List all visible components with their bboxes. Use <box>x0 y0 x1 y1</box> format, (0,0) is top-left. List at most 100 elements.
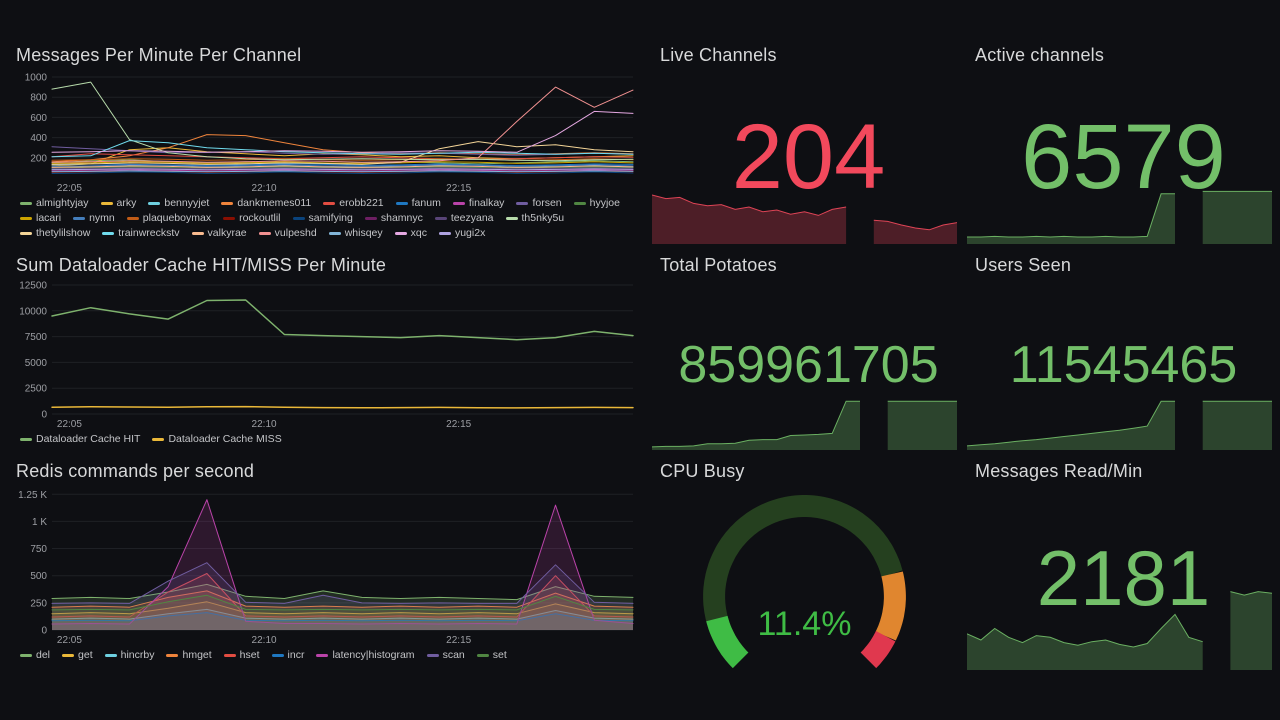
y-tick-label: 1000 <box>25 73 48 84</box>
legend-item-incr[interactable]: incr <box>271 649 304 661</box>
legend-item-hyyjoe[interactable]: hyyjoe <box>573 197 620 209</box>
legend-item-rockoutlil[interactable]: rockoutlil <box>223 212 281 224</box>
x-tick-label: 22:10 <box>252 419 277 430</box>
legend-item-teezyana[interactable]: teezyana <box>434 212 494 224</box>
gauge-threshold-arc <box>875 571 906 641</box>
sparkline-area <box>1202 191 1272 244</box>
cpu-busy-gauge-value: 11.4% <box>757 605 852 643</box>
legend-swatch <box>573 201 586 205</box>
sparkline-area <box>873 220 957 244</box>
panel-title-messages[interactable]: Messages Per Minute Per Channel <box>16 45 302 65</box>
legend-item-th5nky5u[interactable]: th5nky5u <box>505 212 564 224</box>
legend-item-fanum[interactable]: fanum <box>395 197 441 209</box>
y-tick-label: 12500 <box>19 281 47 292</box>
legend-swatch <box>166 653 179 657</box>
y-tick-label: 800 <box>30 93 47 104</box>
legend-item-erobb221[interactable]: erobb221 <box>323 197 384 209</box>
legend-swatch <box>271 653 284 657</box>
legend-item-set[interactable]: set <box>476 649 507 661</box>
legend-item-hincrby[interactable]: hincrby <box>104 649 154 661</box>
legend-label: set <box>492 649 507 661</box>
legend-item-nymn[interactable]: nymn <box>73 212 115 224</box>
legend-item-Dataloader Cache MISS[interactable]: Dataloader Cache MISS <box>152 433 282 445</box>
legend-item-samifying[interactable]: samifying <box>292 212 353 224</box>
legend-label: trainwreckstv <box>118 227 180 239</box>
legend-item-finalkay[interactable]: finalkay <box>452 197 505 209</box>
legend-item-shamnyc[interactable]: shamnyc <box>364 212 423 224</box>
panel-title-cache[interactable]: Sum Dataloader Cache HIT/MISS Per Minute <box>16 255 387 275</box>
legend-swatch <box>126 216 139 220</box>
legend-label: samifying <box>308 212 353 224</box>
legend-swatch <box>148 201 161 205</box>
redis-legend: del get hincrby hmget hset incr latency|histog… <box>16 649 638 661</box>
legend-label: vulpeshd <box>274 227 317 239</box>
legend-item-hset[interactable]: hset <box>223 649 260 661</box>
panel-title-messages-read[interactable]: Messages Read/Min <box>975 461 1143 481</box>
sparkline-line <box>873 219 957 231</box>
gauge-threshold-arc <box>703 495 903 669</box>
legend-label: nymn <box>89 212 115 224</box>
legend-swatch <box>223 216 236 220</box>
x-tick-label: 22:15 <box>446 183 471 194</box>
legend-item-almightyjay[interactable]: almightyjay <box>20 197 89 209</box>
panel-title-users-seen[interactable]: Users Seen <box>975 255 1072 275</box>
panel-title-redis[interactable]: Redis commands per second <box>16 461 255 481</box>
legend-item-xqc[interactable]: xqc <box>394 227 427 239</box>
legend-item-latency|histogram[interactable]: latency|histogram <box>316 649 415 661</box>
sparkline-area <box>652 195 847 244</box>
legend-item-forsen[interactable]: forsen <box>516 197 562 209</box>
panel-live-channels: Live Channels 204 <box>652 44 957 244</box>
redis-time-series-chart[interactable]: 0 250 500 750 1 K 1.25 K 22:05 22:10 22:15 <box>16 486 638 646</box>
legend-item-trainwreckstv[interactable]: trainwreckstv <box>102 227 180 239</box>
legend-item-Dataloader Cache HIT[interactable]: Dataloader Cache HIT <box>20 433 140 445</box>
legend-item-bennyyjet[interactable]: bennyyjet <box>148 197 209 209</box>
panel-title-live-channels[interactable]: Live Channels <box>660 45 777 65</box>
legend-item-get[interactable]: get <box>62 649 93 661</box>
x-tick-label: 22:15 <box>446 635 471 646</box>
messages-svg: 200 400 600 800 1000 22:05 22:10 22:15 <box>25 73 634 194</box>
series-line-get <box>51 601 634 615</box>
legend-item-thetylilshow[interactable]: thetylilshow <box>20 227 90 239</box>
legend-item-scan[interactable]: scan <box>426 649 465 661</box>
legend-item-dankmemes011[interactable]: dankmemes011 <box>221 197 311 209</box>
series-line-hincrby <box>51 608 634 620</box>
legend-item-lacari[interactable]: lacari <box>20 212 61 224</box>
stat-body: 204 <box>660 70 957 244</box>
y-tick-label: 2500 <box>25 384 48 395</box>
legend-swatch <box>100 201 113 205</box>
series-line-del <box>51 583 634 601</box>
y-tick-label: 10000 <box>19 306 47 317</box>
legend-item-vulpeshd[interactable]: vulpeshd <box>258 227 317 239</box>
live-channels-sparkline <box>652 180 957 244</box>
spark-read-svg <box>967 591 1272 670</box>
legend-swatch <box>104 653 117 657</box>
panel-title-total-potatoes[interactable]: Total Potatoes <box>660 255 777 275</box>
spark-potatoes-svg <box>652 400 957 450</box>
series-line-erobb221 <box>51 153 634 160</box>
x-tick-label: 22:05 <box>57 419 82 430</box>
left-column: Messages Per Minute Per Channel 200 400 60… <box>8 44 638 670</box>
messages-time-series-chart[interactable]: 200 400 600 800 1000 22:05 22:10 22:15 <box>16 70 638 194</box>
panel-title-cpu-busy[interactable]: CPU Busy <box>660 461 745 481</box>
legend-label: plaqueboymax <box>142 212 212 224</box>
panel-title-active-channels[interactable]: Active channels <box>975 45 1105 65</box>
legend-item-yugi2x[interactable]: yugi2x <box>438 227 485 239</box>
legend-item-del[interactable]: del <box>20 649 50 661</box>
legend-swatch <box>292 216 305 220</box>
series-line-hset <box>51 573 634 618</box>
legend-item-hmget[interactable]: hmget <box>166 649 212 661</box>
legend-item-plaqueboymax[interactable]: plaqueboymax <box>126 212 212 224</box>
panel-messages-per-minute-per-channel: Messages Per Minute Per Channel 200 400 60… <box>8 44 638 244</box>
cache-time-series-chart[interactable]: 0 2500 5000 7500 10000 12500 22:05 22:10 22:15 <box>16 280 638 430</box>
series-line-valkyrae <box>51 165 634 168</box>
legend-item-whisqey[interactable]: whisqey <box>328 227 383 239</box>
series-line-Dataloader Cache MISS <box>51 405 634 409</box>
legend-item-arky[interactable]: arky <box>100 197 136 209</box>
cpu-busy-gauge <box>652 486 957 670</box>
legend-label: finalkay <box>468 197 505 209</box>
legend-label: hmget <box>182 649 212 661</box>
users-seen-sparkline <box>967 394 1272 450</box>
sparkline-area <box>652 401 860 450</box>
x-tick-label: 22:10 <box>252 183 277 194</box>
legend-item-valkyrae[interactable]: valkyrae <box>191 227 247 239</box>
